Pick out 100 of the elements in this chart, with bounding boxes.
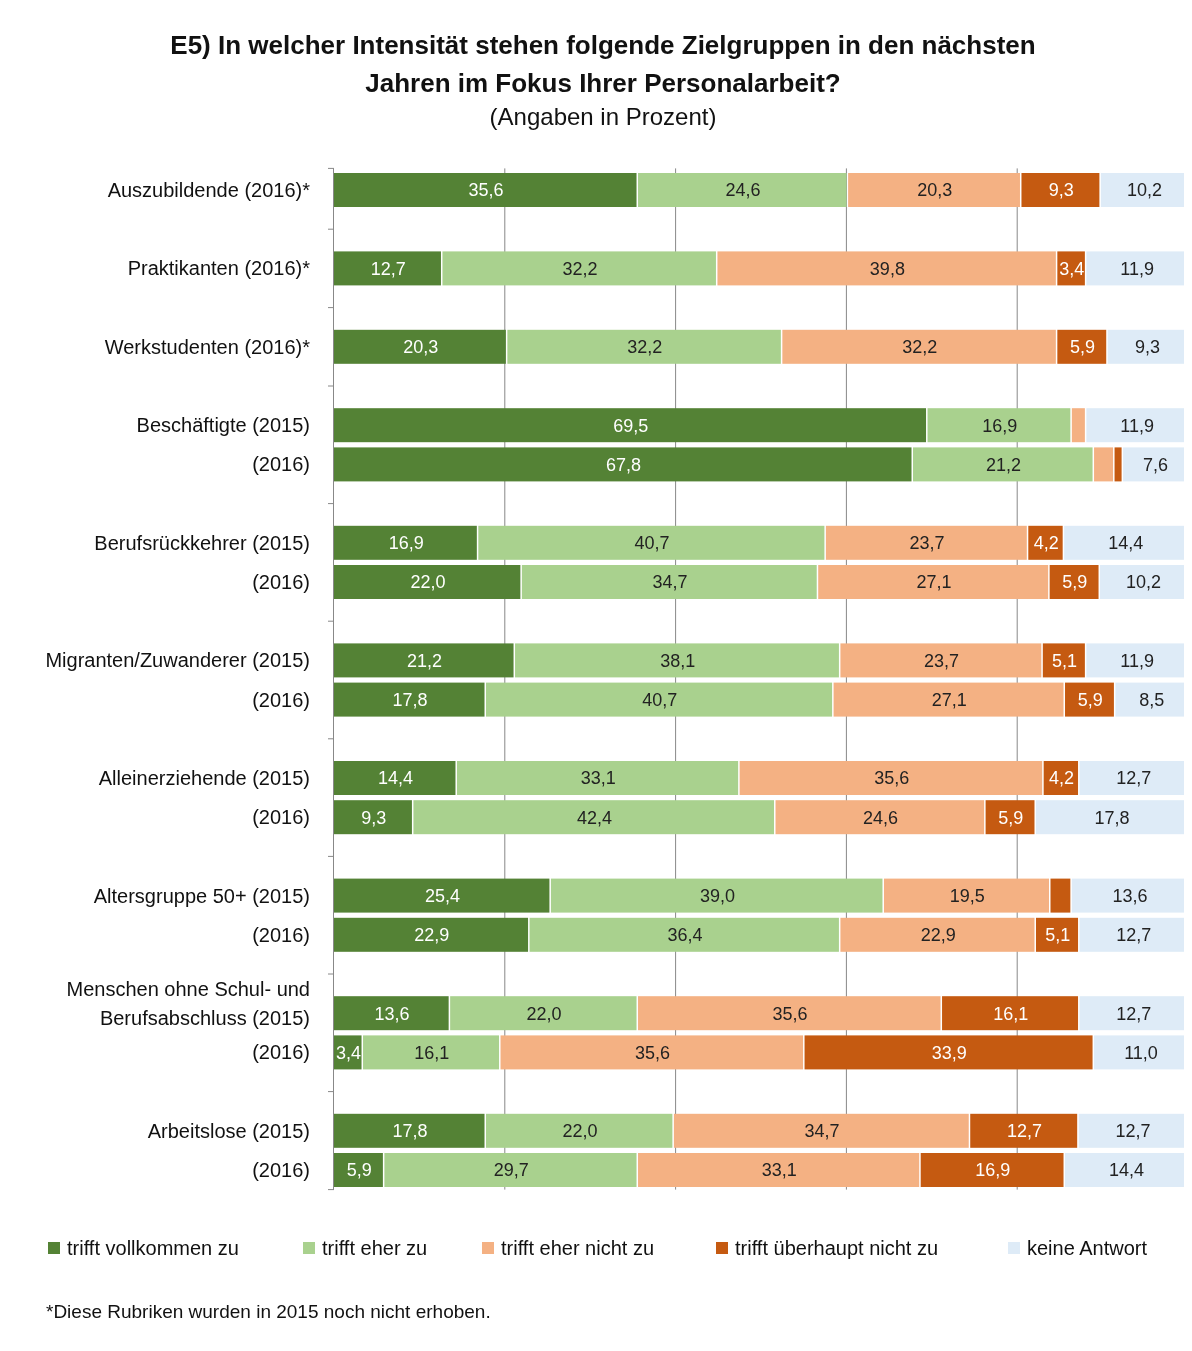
data-label: 3,4 <box>336 1042 362 1063</box>
bar <box>456 761 739 795</box>
bar <box>1021 173 1100 207</box>
data-label: 17,8 <box>392 689 428 710</box>
data-label: 9,3 <box>1134 337 1160 358</box>
text: *Diese Rubriken wurden in 2015 noch nicht erhoben. <box>46 1300 491 1322</box>
bar <box>413 800 775 835</box>
bar <box>334 1153 383 1187</box>
data-label: 20,3 <box>917 180 953 201</box>
bar <box>638 996 941 1031</box>
y-tick-label: Altersgruppe 50+ (2015) <box>93 884 310 907</box>
bar <box>478 525 825 560</box>
data-label: 12,7 <box>1115 1121 1151 1142</box>
data-label: 22,0 <box>410 572 446 593</box>
y-tick-label: Menschen ohne Schul- und Berufsabschluss (2015) <box>66 977 310 1029</box>
bar <box>334 251 441 286</box>
data-label: 35,6 <box>468 180 504 201</box>
data-label: 11,9 <box>1120 415 1155 436</box>
data-label: 12,7 <box>1116 1003 1152 1024</box>
bar <box>334 761 456 795</box>
data-label: 12,7 <box>1116 768 1152 789</box>
bar <box>1114 447 1122 482</box>
bar <box>334 917 529 952</box>
legend-label: trifft überhaupt nicht zu <box>735 1237 939 1259</box>
legend-label: trifft eher zu <box>322 1237 428 1259</box>
data-label: 5,9 <box>998 807 1024 828</box>
bar <box>1107 329 1184 364</box>
bar <box>334 565 521 599</box>
y-tick-label: Auszubildende (2016)* <box>107 179 311 201</box>
data-label: 23,7 <box>909 533 945 554</box>
data-label: 7,6 <box>1143 454 1169 475</box>
data-label: 12,7 <box>1006 1121 1042 1142</box>
data-label: 14,4 <box>377 768 414 789</box>
y-tick-label: Praktikanten (2016)* <box>127 257 311 280</box>
data-label: 40,7 <box>634 533 670 554</box>
bar <box>833 682 1064 717</box>
data-label: 42,4 <box>576 807 612 828</box>
bar <box>334 408 927 443</box>
bar <box>334 173 637 207</box>
data-label: 11,9 <box>1120 258 1155 279</box>
data-label: 16,9 <box>975 1160 1011 1181</box>
data-label: 34,7 <box>804 1121 840 1142</box>
legend-label: trifft eher nicht zu <box>501 1237 655 1259</box>
bar <box>1071 408 1085 443</box>
bar <box>920 1153 1064 1187</box>
data-label: 5,9 <box>1077 689 1103 710</box>
data-label: 10,2 <box>1126 572 1162 593</box>
bar <box>334 682 485 717</box>
data-label: 22,0 <box>526 1003 562 1024</box>
bar <box>638 1153 920 1187</box>
bar <box>334 1113 485 1148</box>
y-tick-label: (2016) <box>252 688 310 711</box>
data-label: 4,2 <box>1049 768 1075 789</box>
data-label: 16,9 <box>982 415 1018 436</box>
y-tick-label: Werkstudenten (2016)* <box>104 335 311 358</box>
bar <box>848 173 1020 207</box>
data-label: 5,1 <box>1052 650 1078 671</box>
bar <box>1042 643 1085 678</box>
data-label: 39,0 <box>699 885 735 906</box>
y-tick-label: (2016) <box>252 806 310 829</box>
legend-label: keine Antwort <box>1027 1237 1148 1259</box>
data-label: 35,6 <box>772 1003 808 1024</box>
data-label: 22,9 <box>414 925 450 946</box>
bar <box>486 1113 673 1148</box>
y-tick-label: Migranten/Zuwanderer (2015) <box>45 649 310 672</box>
bar <box>913 447 1093 482</box>
bar <box>334 800 412 835</box>
data-label: 36,4 <box>667 925 703 946</box>
bar <box>739 761 1043 795</box>
bar <box>638 173 847 207</box>
bar <box>1049 565 1099 599</box>
data-label: 19,5 <box>949 885 985 906</box>
data-label: 5,9 <box>346 1160 372 1181</box>
bar <box>1094 447 1114 482</box>
bar <box>550 878 883 913</box>
data-label: 34,7 <box>652 572 688 593</box>
chart-subtitle: (Angaben in Prozent) <box>489 103 717 130</box>
bar <box>334 329 506 364</box>
bar <box>384 1153 637 1187</box>
data-label: 5,9 <box>1062 572 1088 593</box>
bar <box>334 643 514 678</box>
data-label: 39,8 <box>869 258 905 279</box>
data-label: 20,3 <box>403 337 439 358</box>
bar <box>942 996 1079 1031</box>
data-label: 12,7 <box>1116 925 1152 946</box>
y-tick-label: Berufsrückkehrer (2015) <box>94 531 310 554</box>
data-label: 17,8 <box>1094 807 1130 828</box>
bar <box>1078 1113 1184 1148</box>
data-label: 12,7 <box>370 258 406 279</box>
y-tick-label: (2016) <box>252 1041 310 1064</box>
data-label: 16,9 <box>388 533 424 554</box>
data-label: 38,1 <box>660 650 696 671</box>
data-label: 17,8 <box>392 1121 428 1142</box>
data-label: 27,1 <box>931 689 967 710</box>
data-label: 32,2 <box>627 337 663 358</box>
data-label: 25,4 <box>424 885 460 906</box>
chart-title: E5) In welcher Intensität stehen folgende Zielgruppen in den nächsten Jahren im Fokus Ihrer Personalarbeit? <box>170 30 1036 98</box>
data-label: 67,8 <box>605 454 642 475</box>
bar <box>840 643 1042 678</box>
data-label: 14,4 <box>1108 1160 1145 1181</box>
